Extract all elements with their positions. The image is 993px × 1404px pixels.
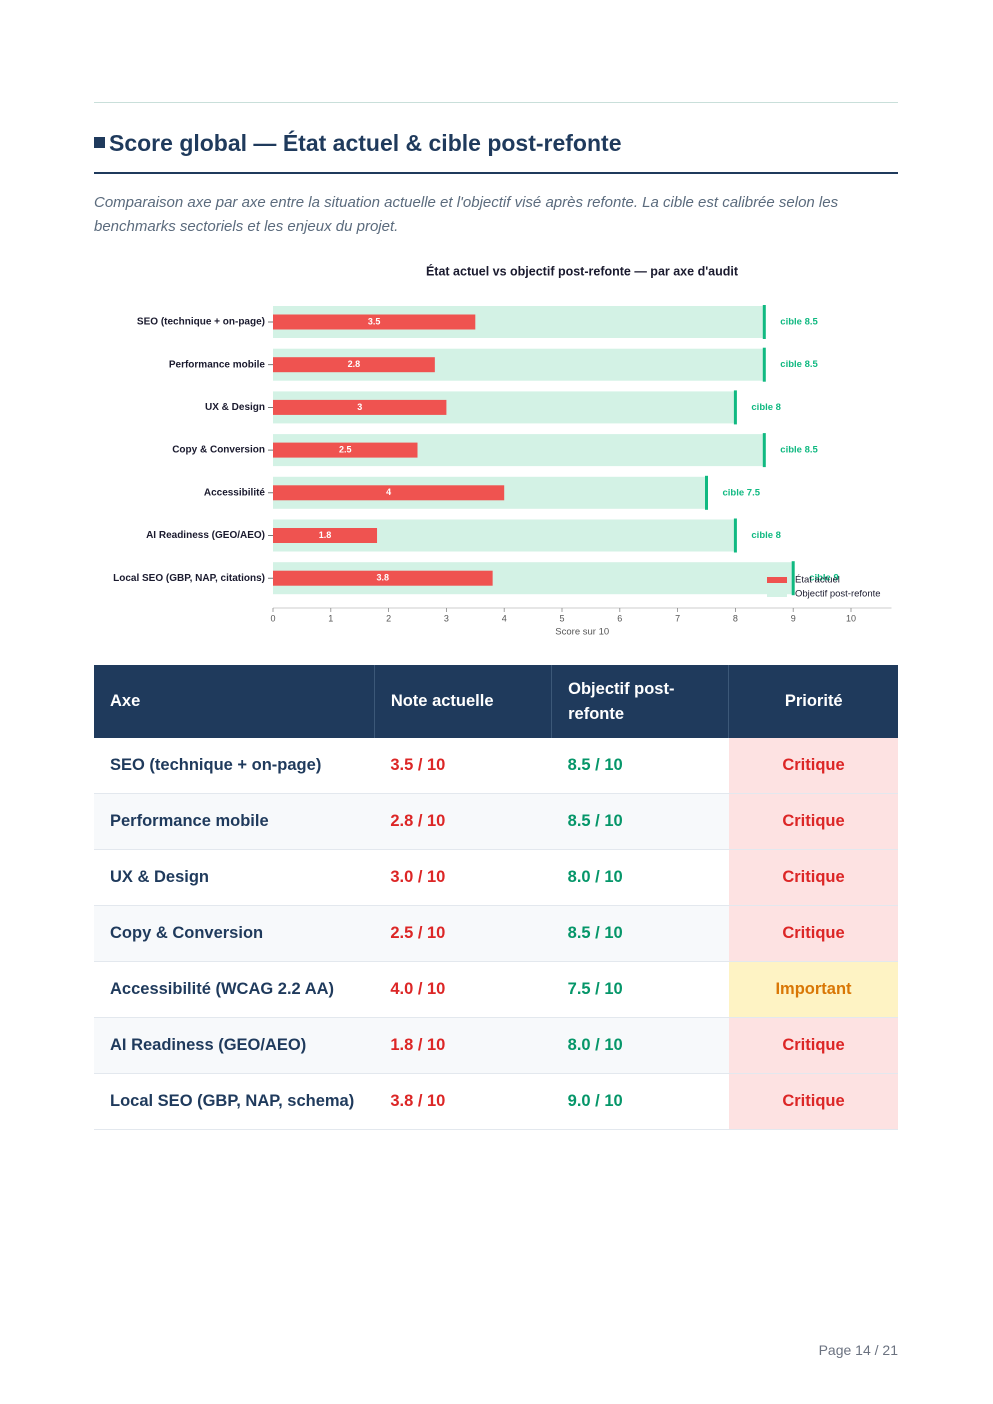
x-tick-label: 7 (675, 613, 680, 623)
table-cell: 2.8 / 10 (374, 793, 552, 850)
table-cell: 8.0 / 10 (551, 849, 729, 906)
x-tick-label: 5 (559, 613, 564, 623)
x-tick-label: 4 (502, 613, 507, 623)
x-tick-label: 1 (328, 613, 333, 623)
table-cell: Critique (728, 738, 898, 794)
table-cell: 8.0 / 10 (551, 1017, 729, 1074)
table-cell: Critique (728, 1073, 898, 1130)
table-cell: Accessibilité (WCAG 2.2 AA) (94, 961, 375, 1018)
target-label: cible 8.5 (780, 317, 818, 328)
table-cell: Copy & Conversion (94, 905, 375, 962)
table-cell: AI Readiness (GEO/AEO) (94, 1017, 375, 1074)
target-label: cible 8.5 (780, 445, 818, 456)
y-tick-label: SEO (technique + on-page) (137, 317, 265, 328)
table-cell: 3.5 / 10 (374, 738, 552, 794)
table-row: SEO (technique + on-page) 3.5 / 10 8.5 / 1… (94, 738, 898, 794)
current-value-label: 4 (386, 487, 391, 497)
chart: État actuel vs objectif post-refonte — p… (113, 263, 892, 638)
section-heading: Score global — État actuel & cible post-… (94, 130, 621, 157)
current-bar (273, 528, 378, 543)
table-row: Performance mobile 2.8 / 10 8.5 / 10 Critiq… (94, 793, 898, 850)
table-row: AI Readiness (GEO/AEO) 1.8 / 10 8.0 / 10 Cr… (94, 1017, 898, 1074)
current-bar (273, 399, 447, 415)
table-row: UX & Design 3.0 / 10 8.0 / 10 Critique (94, 849, 898, 906)
current-bar (273, 485, 505, 501)
legend-swatch (767, 591, 787, 597)
table-row: Copy & Conversion 2.5 / 10 8.5 / 10 Critiqu… (94, 905, 898, 962)
table-cell: 2.5 / 10 (374, 905, 552, 962)
x-tick-label: 9 (791, 613, 796, 623)
current-bar (273, 570, 493, 586)
table-cell: 1.8 / 10 (374, 1017, 552, 1074)
table-row: Local SEO (GBP, NAP, schema) 3.8 / 10 9.0 … (94, 1073, 898, 1130)
score-table: Axe Note actuelle Objectif post-refonte Pri… (94, 665, 898, 1130)
table-cell: 7.5 / 10 (551, 961, 729, 1018)
y-tick-label: UX & Design (205, 402, 265, 413)
x-tick-label: 10 (846, 613, 856, 623)
target-label: cible 8 (751, 530, 781, 541)
current-value-label: 2.8 (348, 359, 361, 369)
current-value-label: 2.5 (339, 444, 352, 454)
legend-swatch (767, 577, 787, 583)
table-cell: 8.5 / 10 (551, 905, 729, 962)
current-bar (273, 357, 435, 373)
table-cell: 4.0 / 10 (374, 961, 552, 1018)
table-cell: Performance mobile (94, 793, 375, 850)
column-header: Priorité (728, 665, 898, 738)
table-cell: Critique (728, 905, 898, 962)
y-tick-label: Local SEO (GBP, NAP, citations) (113, 573, 265, 584)
table-cell: Important (728, 961, 898, 1018)
section-title: Score global — État actuel & cible post-… (109, 130, 622, 156)
x-tick-label: 2 (386, 613, 391, 623)
table-cell: 3.0 / 10 (374, 849, 552, 906)
chart-title: État actuel vs objectif post-refonte — p… (426, 263, 739, 278)
table-cell: 3.8 / 10 (374, 1073, 552, 1130)
table-cell: 8.5 / 10 (551, 793, 729, 850)
y-tick-label: Accessibilité (204, 487, 266, 498)
x-tick-label: 6 (617, 613, 622, 623)
y-tick-label: AI Readiness (GEO/AEO) (146, 530, 265, 541)
table-cell: 8.5 / 10 (551, 738, 729, 794)
target-label: cible 7.5 (723, 487, 761, 498)
legend-label: Objectif post-refonte (795, 589, 881, 600)
target-label: cible 9 (809, 573, 839, 584)
table-cell: 9.0 / 10 (551, 1073, 729, 1130)
table-cell: Critique (728, 1017, 898, 1074)
target-label: cible 8 (751, 402, 781, 413)
table-cell: Local SEO (GBP, NAP, schema) (94, 1073, 375, 1130)
y-tick-label: Performance mobile (169, 359, 266, 370)
table-cell: SEO (technique + on-page) (94, 738, 375, 794)
current-value-label: 1.8 (319, 530, 332, 540)
x-tick-label: 0 (270, 613, 275, 623)
x-axis-label: Score sur 10 (555, 627, 609, 638)
current-bar (273, 442, 418, 458)
current-value-label: 3 (357, 402, 362, 412)
y-tick-label: Copy & Conversion (172, 445, 265, 456)
page-number: Page 14 / 21 (818, 1342, 898, 1358)
table-row: Accessibilité (WCAG 2.2 AA) 4.0 / 10 7.5 /… (94, 961, 898, 1018)
x-tick-label: 3 (444, 613, 449, 623)
column-header: Note actuelle (373, 665, 552, 738)
x-tick-label: 8 (733, 613, 738, 623)
table-cell: Critique (728, 793, 898, 850)
column-header: Objectif post-refonte (551, 665, 729, 738)
current-bar (273, 314, 476, 330)
section-description: Comparaison axe par axe entre la situati… (94, 194, 839, 235)
current-value-label: 3.5 (368, 316, 381, 326)
divider (94, 172, 898, 174)
column-header: Axe (94, 665, 375, 738)
table-cell: UX & Design (94, 849, 375, 906)
legend-label: État actuel (795, 575, 840, 586)
divider (94, 102, 898, 103)
table-cell: Critique (728, 849, 898, 906)
target-label: cible 8.5 (780, 359, 818, 370)
current-value-label: 3.8 (377, 573, 390, 583)
